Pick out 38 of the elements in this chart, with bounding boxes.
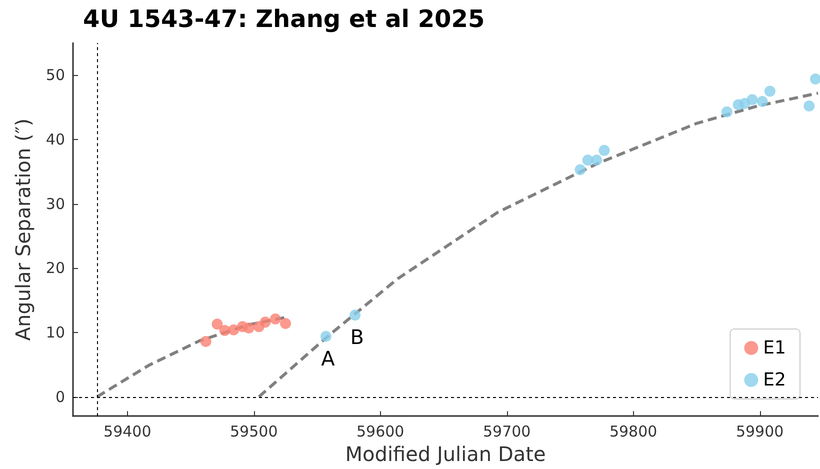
chart-title: 4U 1543-47: Zhang et al 2025: [83, 5, 485, 33]
legend-label: E2: [763, 370, 786, 390]
point: [320, 330, 332, 342]
point: [756, 96, 768, 108]
x-tick-label: 59700: [482, 422, 531, 441]
point: [200, 336, 212, 347]
y-tick-label: 0: [55, 388, 65, 406]
point: [212, 318, 223, 330]
y-axis-title: Angular Separation (″): [11, 118, 35, 341]
y-tick-label: 30: [46, 194, 65, 213]
x-tick-label: 59900: [736, 422, 784, 441]
line-series: [257, 92, 820, 398]
point: [804, 100, 815, 112]
x-tick-label: 59800: [609, 422, 658, 441]
x-axis-title: Modified Julian Date: [345, 442, 546, 466]
point: [810, 74, 820, 85]
point: [721, 106, 732, 118]
point: [270, 313, 281, 324]
y-tick-label: 20: [46, 259, 65, 278]
x-tick-label: 59600: [356, 422, 404, 441]
point: [243, 322, 254, 334]
x-tick-label: 59400: [104, 422, 152, 441]
point: [350, 310, 361, 321]
y-tick-label: 40: [46, 130, 65, 148]
point: [280, 318, 291, 329]
legend-label: E1: [763, 338, 786, 358]
x-tick-label: 59500: [230, 422, 278, 441]
point: [746, 94, 758, 106]
annotation: A: [321, 346, 336, 370]
point: [598, 144, 610, 156]
y-tick-label: 50: [46, 66, 65, 84]
y-tick-label: 10: [46, 323, 65, 342]
annotation: B: [350, 325, 364, 350]
point: [574, 164, 586, 176]
point: [764, 86, 776, 97]
point: [228, 324, 240, 336]
point: [260, 316, 271, 328]
point: [591, 154, 602, 166]
